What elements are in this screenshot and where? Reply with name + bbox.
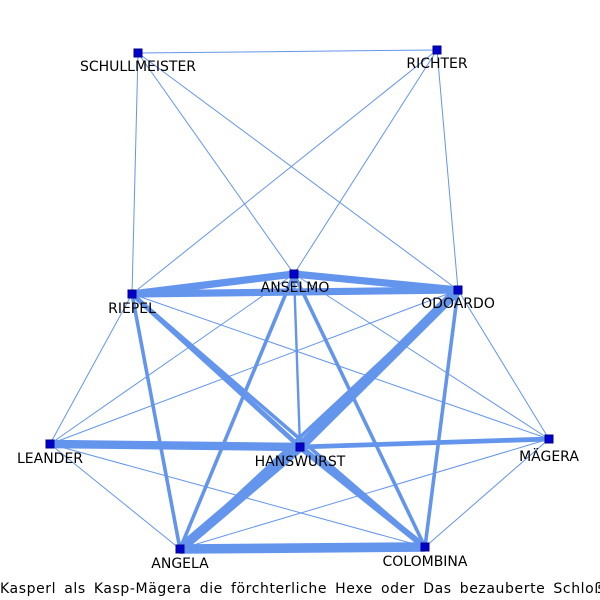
edge-riepel-leander [49, 293, 133, 445]
edge-leander-angela [49, 443, 181, 550]
edge-schullmeister-richter [137, 49, 438, 54]
edge-hanswurst-angela [176, 443, 304, 553]
edge-anselmo-hanswurst [292, 273, 302, 448]
edge-maegera-colombina [424, 438, 550, 548]
edge-schullmeister-anselmo [137, 52, 295, 275]
node-leander [45, 439, 55, 449]
node-label-angela: ANGELA [151, 556, 209, 572]
edge-riepel-maegera [131, 293, 550, 440]
edge-angela-colombina [179, 542, 426, 554]
edge-anselmo-colombina [292, 273, 427, 548]
edge-richter-odoardo [436, 49, 459, 291]
label-layer: SCHULLMEISTER RICHTER ANSELMO RIEPEL ODOARDO… [17, 56, 579, 572]
edge-richter-riepel [131, 49, 438, 295]
node-label-schullmeister: SCHULLMEISTER [80, 59, 196, 75]
edge-richter-anselmo [293, 49, 438, 275]
edge-leander-hanswurst [49, 439, 301, 452]
node-odoardo [453, 285, 463, 295]
node-label-odoardo: ODOARDO [421, 296, 495, 312]
node-colombina [420, 542, 430, 552]
edge-riepel-angela [130, 293, 182, 550]
node-anselmo [289, 269, 299, 279]
edge-anselmo-maegera [293, 273, 550, 440]
node-hanswurst [295, 442, 305, 452]
node-label-maegera: MÄGERA [519, 447, 579, 465]
graph-caption: Kasperl als Kasp-Mägera die förchterlich… [0, 581, 600, 597]
edge-hanswurst-colombina [298, 444, 427, 550]
node-angela [175, 544, 185, 554]
node-schullmeister [133, 48, 143, 58]
edge-maegera-angela [179, 438, 550, 550]
node-layer [45, 45, 554, 554]
edge-hanswurst-maegera [299, 436, 550, 450]
node-richter [432, 45, 442, 55]
edge-schullmeister-odoardo [137, 52, 459, 291]
edge-odoardo-colombina [423, 289, 460, 548]
edge-odoardo-leander [49, 289, 459, 445]
edge-schullmeister-riepel [131, 52, 139, 295]
node-label-leander: LEANDER [17, 451, 83, 467]
node-label-anselmo: ANSELMO [261, 280, 330, 296]
node-label-hanswurst: HANSWURST [255, 454, 346, 470]
edge-anselmo-angela [178, 273, 296, 550]
node-label-colombina: COLOMBINA [383, 554, 468, 570]
edge-anselmo-leander [49, 273, 295, 445]
edge-layer [49, 49, 550, 554]
node-label-richter: RICHTER [406, 56, 468, 72]
edge-odoardo-maegera [457, 289, 550, 440]
edge-anselmo-odoardo [293, 270, 459, 294]
node-riepel [127, 289, 137, 299]
node-maegera [544, 434, 554, 444]
node-label-riepel: RIEPEL [108, 301, 156, 317]
